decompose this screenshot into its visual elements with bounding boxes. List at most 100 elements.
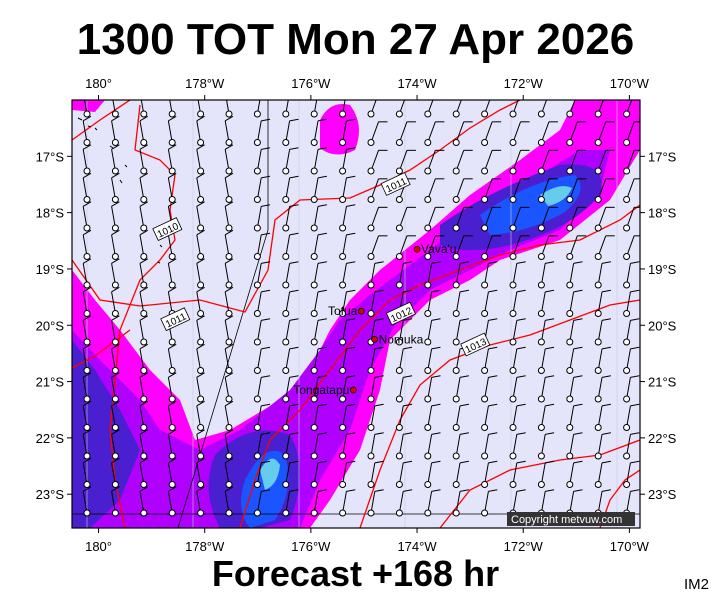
wind-barb [594, 100, 604, 118]
wind-barb [623, 346, 640, 374]
wind-barb [339, 175, 356, 203]
wind-barb [253, 175, 271, 203]
wind-barb [452, 403, 469, 431]
wind-barb [197, 100, 205, 118]
wind-barb [537, 289, 555, 317]
wind-barb [623, 100, 633, 118]
islands [77, 117, 163, 264]
isobar-1010 [72, 100, 176, 528]
wind-barb [339, 460, 356, 488]
wind-barb [424, 403, 441, 431]
isobar-1014 [439, 439, 640, 528]
place-dot [349, 386, 357, 394]
lon-label-bottom: 178°W [185, 539, 225, 554]
wind-barb [594, 178, 615, 203]
wind-barb [224, 172, 234, 203]
place-marker: Vava'u [413, 242, 456, 256]
wind-barb [566, 149, 587, 175]
image-code: IM2 [683, 576, 709, 593]
wind-barb [253, 432, 271, 460]
wind-barb [111, 429, 120, 460]
lon-label-bottom: 172°W [504, 539, 544, 554]
wind-barb [167, 457, 177, 488]
wind-barb [167, 144, 177, 175]
wind-barb [537, 375, 555, 403]
wind-barb [139, 286, 149, 317]
wind-barb [367, 178, 388, 203]
lat-label-right: 22°S [648, 431, 677, 446]
wind-barb [339, 147, 356, 175]
lon-label-top: 178°W [185, 76, 225, 91]
wind-barb [452, 375, 469, 403]
wind-barb [566, 346, 583, 374]
wind-barb [310, 318, 327, 346]
lon-label-bottom: 180° [85, 539, 112, 554]
lat-label-left: 20°S [36, 318, 65, 333]
wind-barb [395, 318, 413, 346]
wind-barb [253, 204, 271, 232]
place-dot [357, 307, 365, 315]
lat-label-right: 19°S [648, 262, 677, 277]
wind-barb [111, 229, 120, 260]
wind-barb [481, 178, 502, 203]
precip-heavy-region [72, 340, 140, 528]
wind-barb [395, 489, 413, 517]
wind-barb [167, 258, 177, 289]
wind-barb [367, 289, 384, 317]
wind-barb [111, 172, 120, 203]
wind-barb [253, 403, 271, 431]
wind-barb [224, 343, 234, 374]
wind-barb [481, 100, 491, 118]
wind-barb [452, 149, 473, 175]
wind-barb [282, 261, 299, 289]
wind-barb [253, 460, 271, 488]
wind-barb [481, 375, 498, 403]
wind-barb [566, 100, 576, 118]
wind-barb [623, 403, 640, 431]
place-dot [371, 335, 378, 343]
wind-barb [594, 206, 615, 232]
wind-barb [310, 346, 327, 374]
wind-barb [367, 261, 384, 289]
wind-barbs [82, 100, 640, 517]
wind-barb [452, 318, 469, 346]
wind-barb [395, 346, 413, 374]
wind-barb [111, 286, 120, 317]
wind-barb [111, 486, 120, 517]
wind-barb [566, 403, 583, 431]
wind-barb [424, 149, 445, 175]
wind-barb [481, 289, 498, 317]
wind-barb [566, 432, 583, 460]
wind-barb [537, 346, 555, 374]
wind-barb [224, 457, 234, 488]
wind-barb [282, 232, 299, 260]
wind-barb [253, 346, 271, 374]
wind-barb [424, 318, 441, 346]
wind-barb [196, 258, 205, 289]
wind-barb [111, 457, 120, 488]
wind-barb [282, 375, 299, 403]
wind-barb [310, 375, 327, 403]
wind-barb [509, 432, 526, 460]
wind-barb [424, 178, 445, 203]
wind-barb [339, 261, 356, 289]
wind-barb [310, 100, 318, 118]
wind-barb [168, 100, 176, 118]
lon-label-top: 174°W [397, 76, 437, 91]
wind-barb [509, 375, 526, 403]
wind-barb [139, 258, 149, 289]
wind-barb [566, 375, 583, 403]
wind-barb [224, 258, 234, 289]
wind-barb [509, 100, 519, 118]
wind-barb [594, 460, 611, 488]
wind-barb [339, 204, 356, 232]
place-marker: Tofua [328, 304, 365, 318]
wind-barb [339, 318, 356, 346]
wind-barb [139, 429, 149, 460]
wind-barb [167, 172, 177, 203]
wind-barb [481, 489, 498, 517]
wind-barb [196, 315, 205, 346]
wind-barb [140, 100, 148, 118]
wind-barb [367, 100, 377, 118]
wind-barb [509, 261, 526, 289]
